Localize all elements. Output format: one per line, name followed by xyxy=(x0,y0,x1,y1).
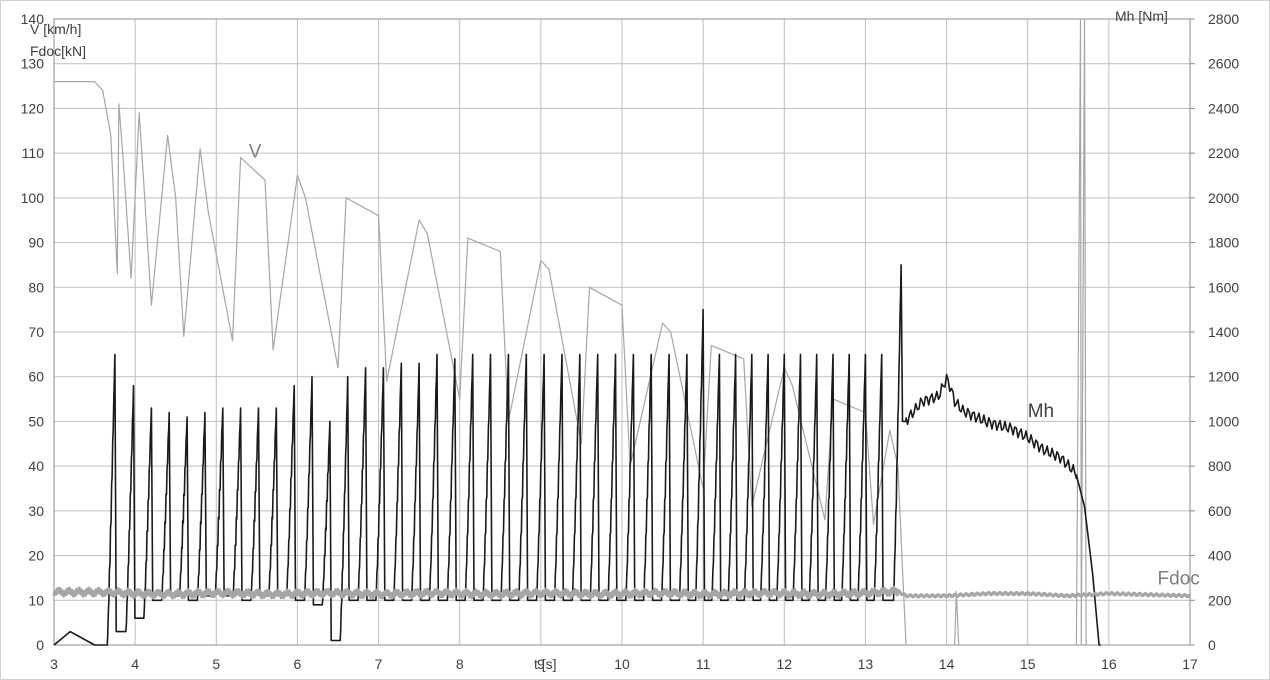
y-right-tick-label-14: 2800 xyxy=(1208,11,1239,27)
series-layer xyxy=(52,18,1191,646)
y-right-tick-label-9: 1800 xyxy=(1208,235,1239,251)
x-axis-ticks: 3 4 5 6 7 8 9 10 11 12 13 14 15 16 17 xyxy=(50,656,1198,672)
y-right-tick-label-13: 2600 xyxy=(1208,56,1239,72)
x-tick-label-4: 7 xyxy=(375,656,383,672)
y-left-tick-label-4: 40 xyxy=(28,458,44,474)
series-line-fdoc xyxy=(52,585,1191,600)
series-label-v: V xyxy=(249,142,262,163)
y-left-tick-label-0: 0 xyxy=(36,637,44,653)
grid-lines xyxy=(53,18,1191,646)
y-right-tick-label-6: 1200 xyxy=(1208,369,1239,385)
x-tick-label-10: 13 xyxy=(858,656,874,672)
x-axis-label: t [s] xyxy=(534,656,557,672)
x-tick-label-13: 16 xyxy=(1101,656,1117,672)
y-right-tick-label-8: 1600 xyxy=(1208,279,1239,295)
y-left-tick-label-9: 90 xyxy=(28,235,44,251)
x-tick-label-8: 11 xyxy=(696,656,711,672)
x-tick-label-12: 15 xyxy=(1020,656,1036,672)
y-left-tick-label-14: 140 xyxy=(21,11,45,27)
x-tick-label-1: 4 xyxy=(131,656,139,672)
y-left-tick-label-6: 60 xyxy=(28,369,44,385)
y-left-tick-label-1: 10 xyxy=(28,592,44,608)
y-right-tick-label-7: 1400 xyxy=(1208,324,1239,340)
y-right-tick-label-2: 400 xyxy=(1208,548,1232,564)
y-right-label: Mh [Nm] xyxy=(1115,8,1168,24)
labels-layer: V [km/h] Fdoc[kN] Mh [Nm] t [s] V Mh Fdoc xyxy=(30,8,1200,672)
y-right-tick-label-0: 0 xyxy=(1208,637,1216,653)
x-tick-label-2: 5 xyxy=(212,656,220,672)
x-tick-label-14: 17 xyxy=(1182,656,1198,672)
y-left-tick-label-7: 70 xyxy=(28,324,44,340)
series-label-fdoc: Fdoc xyxy=(1158,569,1200,590)
y-left-tick-label-3: 30 xyxy=(28,503,44,519)
y-left-label-2: Fdoc[kN] xyxy=(30,43,86,59)
series-line-mh xyxy=(53,264,1101,646)
y-right-tick-label-11: 2200 xyxy=(1208,145,1239,161)
y-left-tick-label-10: 100 xyxy=(21,190,45,206)
y-left-axis-ticks: 0 10 20 30 40 50 60 70 80 90 100 110 120 130 140 xyxy=(21,11,45,653)
y-right-tick-label-5: 1000 xyxy=(1208,413,1239,429)
y-left-tick-label-13: 130 xyxy=(21,56,45,72)
y-right-tick-label-3: 600 xyxy=(1208,503,1232,519)
y-left-tick-label-8: 80 xyxy=(28,279,44,295)
x-tick-label-0: 3 xyxy=(50,656,58,672)
y-left-tick-label-5: 50 xyxy=(28,413,44,429)
x-tick-label-11: 14 xyxy=(939,656,955,672)
x-tick-label-9: 12 xyxy=(776,656,792,672)
y-left-tick-label-12: 120 xyxy=(21,100,45,116)
x-tick-label-6: 9 xyxy=(537,656,545,672)
y-left-tick-label-2: 20 xyxy=(28,548,44,564)
x-tick-label-7: 10 xyxy=(614,656,630,672)
series-line-v xyxy=(54,18,1190,646)
y-right-tick-label-10: 2000 xyxy=(1208,190,1239,206)
y-right-tick-label-4: 800 xyxy=(1208,458,1232,474)
y-right-tick-label-12: 2400 xyxy=(1208,100,1239,116)
y-right-tick-label-1: 200 xyxy=(1208,592,1232,608)
y-left-tick-label-11: 110 xyxy=(22,145,45,161)
y-right-axis-ticks: 0 200 400 600 800 1000 1200 1400 1600 1800 2000 220… xyxy=(1190,11,1239,653)
x-tick-label-3: 6 xyxy=(294,656,302,672)
x-tick-label-5: 8 xyxy=(456,656,464,672)
y-left-label: V [km/h] xyxy=(30,21,81,37)
series-label-mh: Mh xyxy=(1028,401,1054,422)
